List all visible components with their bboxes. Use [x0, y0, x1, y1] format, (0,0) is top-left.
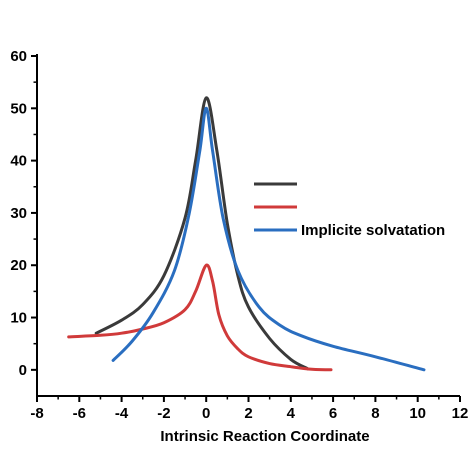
x-tick-label: 8	[371, 405, 379, 422]
legend-label-3: Implicite solvatation	[301, 222, 445, 239]
x-tick-label: 10	[409, 405, 426, 422]
x-tick-label: -2	[157, 405, 170, 422]
series-line-2	[67, 263, 333, 372]
x-tick-label: 12	[452, 405, 469, 422]
y-ticks: 0 10 20 30 40 50 60	[10, 48, 37, 379]
x-tick-label: -4	[115, 405, 129, 422]
x-tick-label: 4	[287, 405, 296, 422]
legend: Implicite solvatation	[254, 182, 445, 239]
x-tick-label: 0	[202, 405, 210, 422]
x-ticks: -8 -6 -4 -2 0 2 4 6 8 10 12	[30, 396, 468, 422]
y-tick-label: 20	[10, 257, 27, 274]
y-tick-label: 50	[10, 100, 27, 117]
x-tick-label: -6	[73, 405, 86, 422]
series-line-3	[111, 106, 426, 372]
series-line-1	[94, 96, 310, 371]
x-axis-title: Intrinsic Reaction Coordinate	[160, 428, 369, 445]
y-tick-label: 0	[19, 362, 27, 379]
y-tick-label: 40	[10, 153, 27, 170]
y-tick-label: 30	[10, 205, 27, 222]
y-tick-label: 10	[10, 310, 27, 327]
x-tick-label: 6	[329, 405, 337, 422]
y-tick-label: 60	[10, 48, 27, 65]
x-tick-label: 2	[244, 405, 252, 422]
series-layer	[67, 96, 426, 372]
x-tick-label: -8	[30, 405, 43, 422]
